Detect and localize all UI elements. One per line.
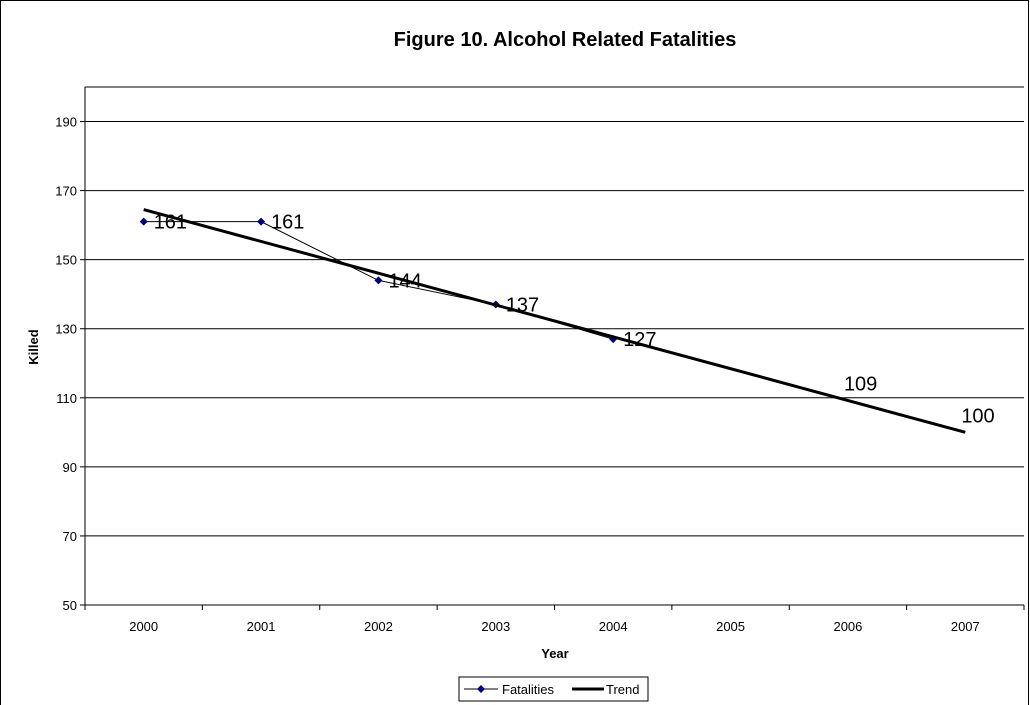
legend-trend-label: Trend [606,682,639,697]
legend: Fatalities Trend [458,676,649,702]
y-tick-label: 70 [63,529,77,544]
x-tick-label: 2005 [716,619,745,634]
data-point-marker [257,217,266,226]
trend-annotation: 100 [961,405,994,427]
y-tick-label: 90 [63,460,77,475]
plot-area: 50 70 90 110 130 150 170 190 2000 2001 2002 2003 200… [55,86,1025,634]
x-tick-label: 2002 [364,619,393,634]
y-axis-label: Killed [26,329,41,364]
x-tick-label: 2006 [833,619,862,634]
y-tick-label: 50 [63,598,77,613]
y-tick-label: 170 [55,184,77,199]
data-label: 161 [271,212,304,234]
chart-title: Figure 10. Alcohol Related Fatalities [394,29,737,51]
legend-fatalities-marker [477,685,485,693]
trend-annotation: 109 [844,374,877,396]
data-point-marker [374,276,383,285]
y-tick-label: 130 [55,322,77,337]
x-tick-label: 2004 [599,619,628,634]
x-tick-label: 2000 [129,619,158,634]
y-tick-label: 190 [55,115,77,130]
data-label: 161 [154,212,187,234]
x-tick-label: 2001 [247,619,276,634]
trend-line [143,208,966,434]
data-point-marker [139,217,148,226]
legend-box [458,676,649,702]
legend-fatalities-label: Fatalities [502,682,555,697]
x-axis-label: Year [541,646,568,661]
y-tick-label: 110 [56,391,77,406]
y-tick-label: 150 [55,253,77,268]
x-tick-label: 2007 [951,619,980,634]
x-tick-label: 2003 [481,619,510,634]
